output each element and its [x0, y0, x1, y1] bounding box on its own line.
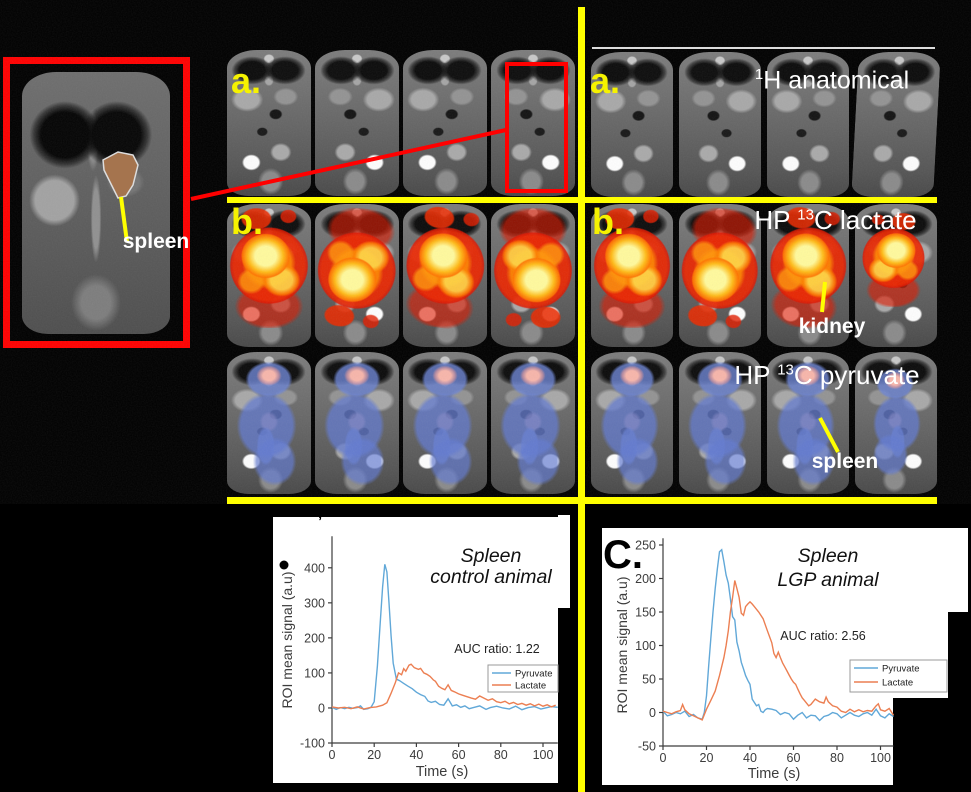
svg-text:-100: -100	[300, 737, 325, 751]
title-hp13c-pyruvate: HP 13C pyruvate	[734, 360, 920, 390]
kidney-pointer-line	[820, 281, 827, 313]
svg-text:300: 300	[304, 596, 325, 610]
svg-text:0: 0	[318, 701, 325, 715]
superscript-13: 13	[777, 361, 794, 379]
divider-horizontal-yellow-1	[227, 197, 937, 203]
svg-text:0: 0	[329, 748, 336, 762]
spleen-pointer-line	[818, 417, 840, 453]
svg-text:80: 80	[830, 751, 844, 765]
annotation-spleen-right: spleen	[811, 450, 879, 473]
svg-text:150: 150	[635, 606, 656, 620]
inset-connector-line	[190, 128, 507, 201]
chart-spleen-control: 0 20 40 60 80 100 -100 0 100 200 300 400 Spleencontr…	[273, 513, 570, 783]
svg-text:80: 80	[494, 748, 508, 762]
svg-text:100: 100	[533, 748, 554, 762]
svg-text:AUC ratio: 2.56: AUC ratio: 2.56	[780, 629, 866, 643]
divider-vertical-yellow	[578, 7, 585, 792]
svg-text:250: 250	[635, 539, 656, 553]
annotation-kidney: kidney	[798, 315, 866, 338]
svg-text:0: 0	[649, 706, 656, 720]
svg-text:control animal: control animal	[430, 566, 552, 588]
divider-horizontal-white	[592, 47, 935, 49]
svg-text:60: 60	[452, 748, 466, 762]
svg-text:40: 40	[409, 748, 423, 762]
spleen-roi-outline	[102, 151, 139, 199]
svg-text:-50: -50	[638, 740, 656, 754]
svg-text:Lactate: Lactate	[515, 681, 546, 692]
svg-text:Lactate: Lactate	[882, 678, 913, 689]
svg-text:C.: C.	[603, 533, 643, 577]
svg-text:100: 100	[870, 751, 891, 765]
svg-text:Spleen: Spleen	[798, 545, 859, 567]
svg-text:ROI mean signal (a.u): ROI mean signal (a.u)	[279, 572, 295, 709]
svg-text:20: 20	[700, 751, 714, 765]
title-hp13c-lactate: HP 13C lactate	[754, 205, 917, 235]
panel-label-b-left: b.	[231, 201, 263, 242]
svg-text:Pyruvate: Pyruvate	[515, 669, 553, 680]
svg-text:100: 100	[635, 639, 656, 653]
slice-highlight-rect	[505, 62, 568, 193]
svg-text:50: 50	[642, 673, 656, 687]
superscript-13: 13	[797, 206, 814, 224]
divider-horizontal-yellow-2	[227, 497, 937, 504]
svg-text:ROI mean signal (a.u): ROI mean signal (a.u)	[614, 577, 630, 714]
svg-text:LGP animal: LGP animal	[777, 569, 879, 591]
svg-text:Time (s): Time (s)	[748, 766, 801, 782]
panel-label-b-right: b.	[592, 201, 624, 242]
chart-spleen-lgp: 0 20 40 60 80 100 -50 0 50 100 150 200 250 SpleenLGP …	[602, 528, 968, 785]
svg-text:’: ’	[318, 513, 322, 530]
svg-text:200: 200	[304, 631, 325, 645]
svg-text:100: 100	[304, 666, 325, 680]
inset-spleen-pointer-line	[119, 196, 129, 243]
svg-text:0: 0	[660, 751, 667, 765]
svg-text:40: 40	[743, 751, 757, 765]
svg-text:AUC ratio: 1.22: AUC ratio: 1.22	[454, 642, 540, 656]
svg-text:200: 200	[635, 572, 656, 586]
superscript-1: 1	[754, 66, 764, 83]
svg-text:Pyruvate: Pyruvate	[882, 664, 920, 675]
panel-label-a-left: a.	[231, 60, 262, 101]
panel-label-a-right: a.	[590, 60, 621, 101]
svg-text:20: 20	[367, 748, 381, 762]
svg-text:Time (s): Time (s)	[416, 764, 469, 780]
svg-text:400: 400	[304, 561, 325, 575]
svg-text:60: 60	[787, 751, 801, 765]
svg-text:Spleen: Spleen	[461, 545, 522, 567]
title-h1-anatomical: 1H anatomical	[754, 66, 910, 95]
annotation-spleen-inset: spleen	[122, 230, 190, 253]
